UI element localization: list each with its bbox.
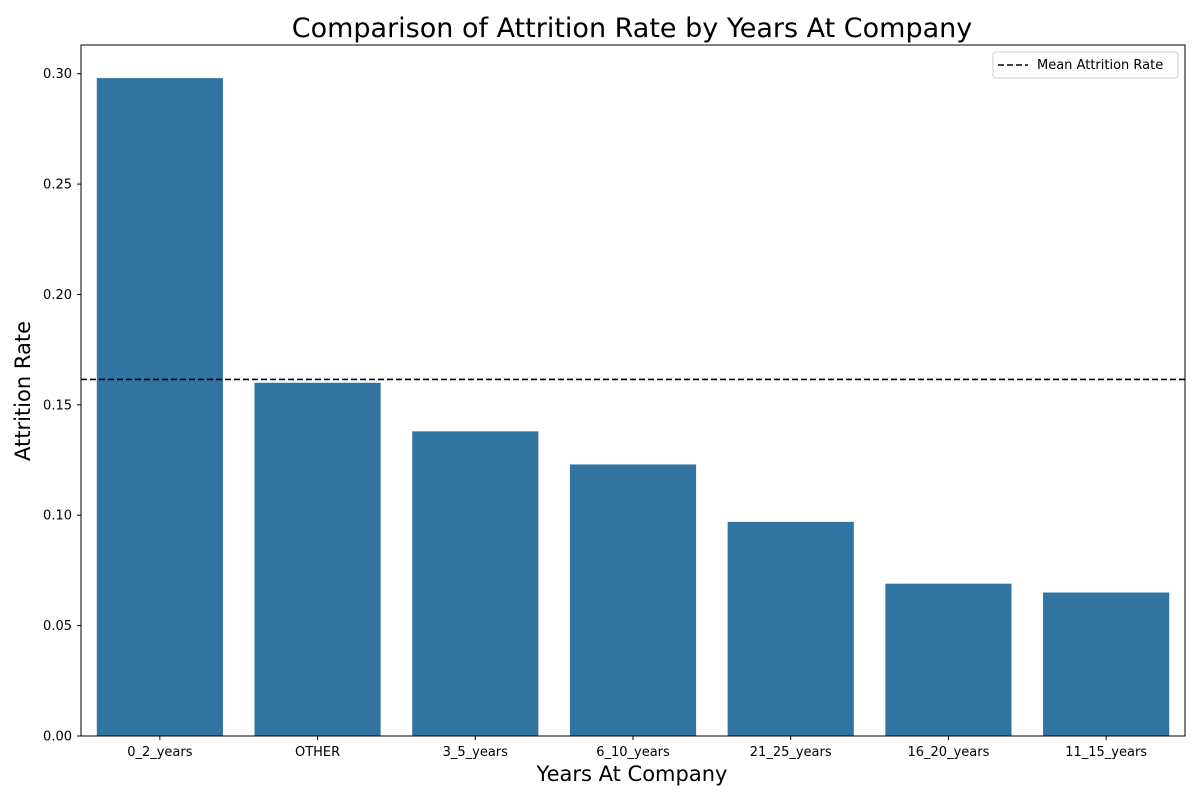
x-axis-ticks: 0_2_years OTHER 3_5_years 6_10_years 21_25_y… [127, 736, 1147, 760]
bar-0_2_years [96, 78, 223, 737]
bar-16_20_years [885, 583, 1012, 736]
legend-entry-label: Mean Attrition Rate [1037, 58, 1163, 73]
plot-frame [80, 44, 1186, 737]
y-tick-label: 0.30 [43, 67, 72, 82]
bar-6_10_years [569, 464, 697, 736]
x-tick-label: 6_10_years [596, 745, 670, 760]
x-tick-label: OTHER [295, 745, 340, 760]
legend: Mean Attrition Rate [992, 51, 1179, 79]
y-axis-label: Attrition Rate [11, 321, 35, 461]
y-axis-ticks: 0.00 0.05 0.10 0.15 0.20 0.25 0.30 [43, 67, 81, 745]
bar-21_25_years [727, 521, 854, 736]
x-tick-label: 11_15_years [1065, 745, 1147, 760]
chart-title: Comparison of Attrition Rate by Years At… [292, 13, 973, 44]
bars-layer [96, 78, 1170, 737]
legend-box [992, 51, 1179, 79]
y-tick-label: 0.25 [43, 178, 72, 193]
bar-11_15_years [1043, 592, 1170, 736]
bar-3_5_years [412, 431, 539, 736]
x-tick-label: 16_20_years [907, 745, 989, 760]
y-tick-label: 0.20 [43, 288, 72, 303]
y-tick-label: 0.10 [43, 509, 72, 524]
y-tick-label: 0.05 [43, 619, 72, 634]
x-tick-label: 3_5_years [443, 745, 509, 760]
x-tick-label: 0_2_years [127, 745, 193, 760]
y-tick-label: 0.00 [43, 730, 72, 745]
y-tick-label: 0.15 [43, 398, 72, 413]
x-tick-label: 21_25_years [750, 745, 832, 760]
bar-OTHER [254, 382, 381, 736]
x-axis-label: Years At Company [536, 762, 728, 786]
